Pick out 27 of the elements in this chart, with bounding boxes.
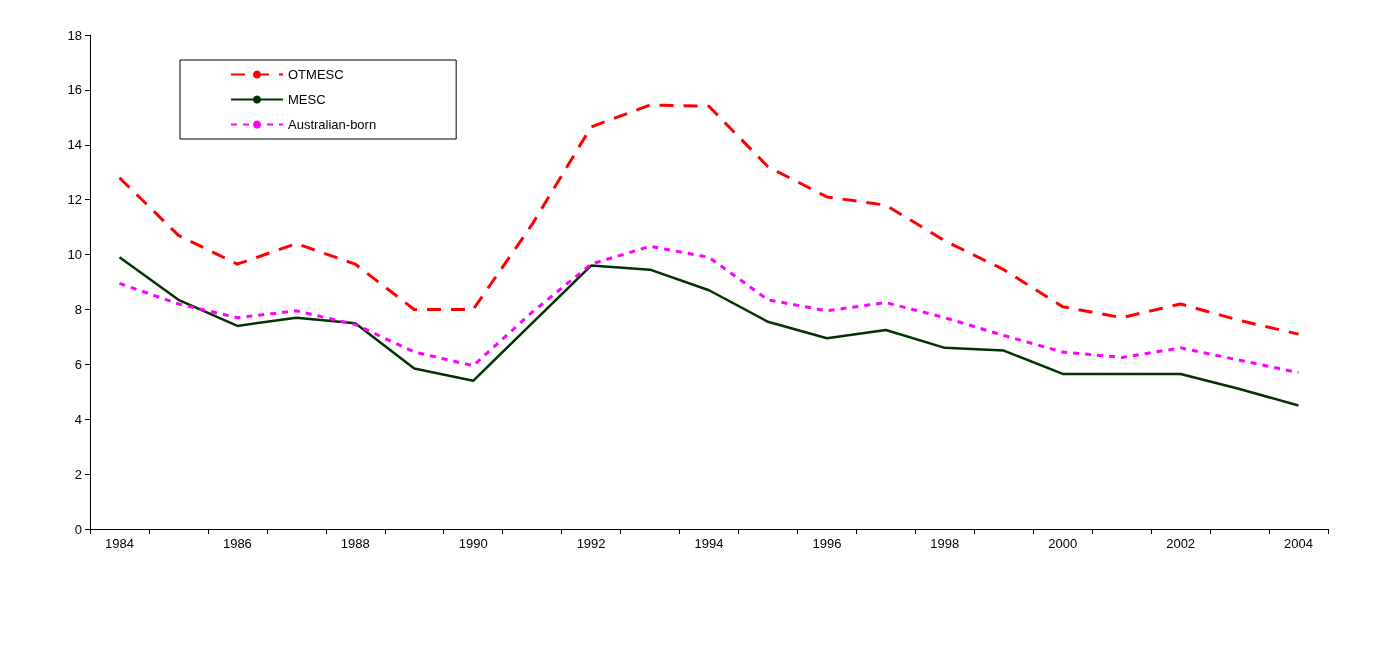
y-tick-label: 0 (74, 521, 82, 537)
x-tick-label: 1984 (105, 536, 134, 551)
x-tick-label: 1986 (222, 536, 252, 551)
y-tick-label: 8 (74, 301, 82, 317)
legend-label: OTMESC (288, 67, 344, 82)
y-tick-label: 4 (74, 411, 82, 427)
y-tick-label: 10 (67, 247, 82, 263)
x-tick-label: 2002 (1166, 536, 1196, 551)
x-tick-label: 1994 (694, 536, 724, 551)
x-tick-label: 1992 (576, 536, 606, 551)
x-tick-label: 1998 (930, 536, 960, 551)
x-tick-label: 1996 (812, 536, 842, 551)
y-tick-label: 2 (74, 466, 82, 482)
x-tick-label: 2004 (1284, 536, 1313, 551)
legend-label: Australian-born (288, 117, 377, 132)
legend-label: MESC (288, 92, 326, 107)
x-tick-label: 2000 (1048, 536, 1078, 551)
y-tick-label: 12 (67, 192, 82, 208)
line-series (118, 256, 1300, 407)
line-series (117, 103, 1301, 336)
x-tick-label: 1988 (340, 536, 370, 551)
y-tick-label: 6 (74, 356, 82, 372)
y-tick-label: 18 (67, 27, 82, 43)
y-tick-label: 14 (67, 137, 82, 153)
y-tick-label: 16 (67, 82, 82, 98)
line-series (117, 244, 1301, 375)
x-tick-label: 1990 (458, 536, 488, 551)
